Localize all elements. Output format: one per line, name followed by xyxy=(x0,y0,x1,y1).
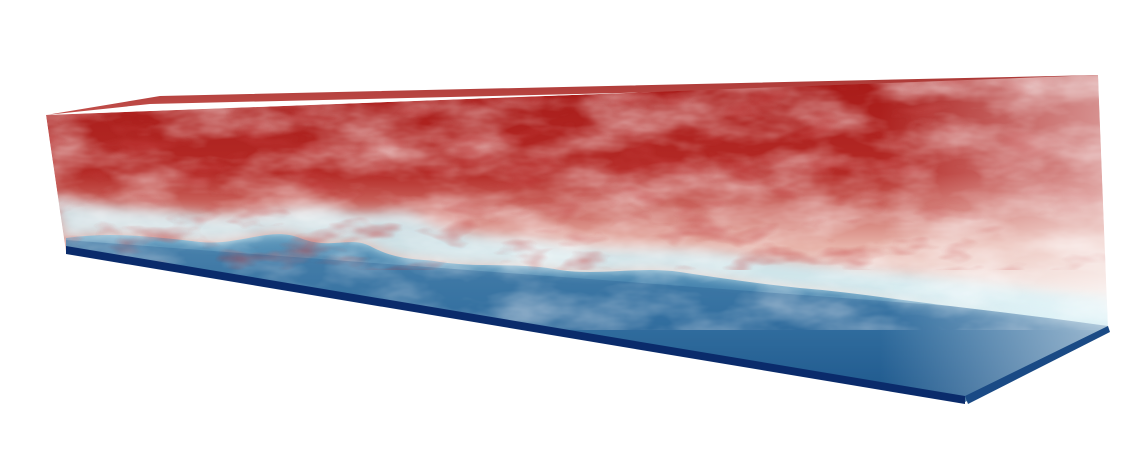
volume-body xyxy=(46,75,1108,402)
bottom-edge xyxy=(66,246,965,404)
bottom-right-edge xyxy=(965,326,1110,404)
